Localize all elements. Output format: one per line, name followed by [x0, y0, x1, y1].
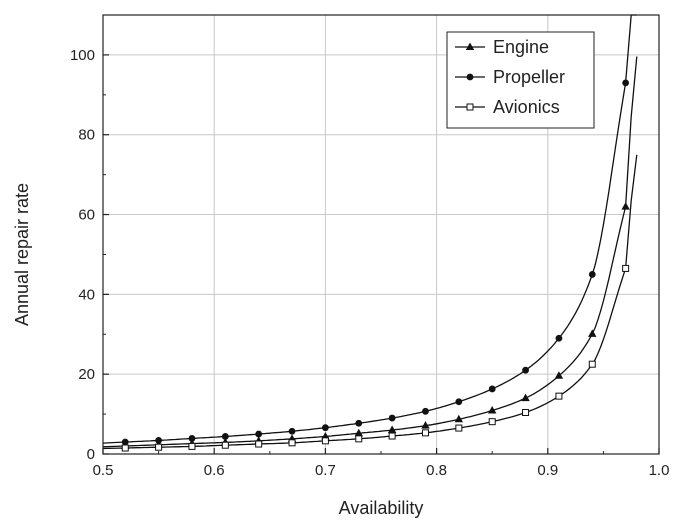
propeller-point: [388, 414, 396, 422]
propeller-point: [188, 435, 196, 442]
y-tick-label: 100: [70, 47, 95, 64]
propeller-point: [522, 366, 529, 374]
propeller-point: [221, 433, 229, 440]
x-tick-label: 0.7: [315, 462, 336, 479]
engine-point: [421, 421, 430, 429]
avionics-point: [255, 440, 263, 448]
y-tick-label: 20: [78, 366, 95, 383]
legend-propeller-marker: [466, 73, 474, 81]
x-tick-label: 0.6: [204, 462, 225, 479]
avionics-point: [188, 442, 196, 450]
propeller-point: [455, 398, 463, 406]
avionics-point: [421, 429, 429, 437]
engine-point: [554, 371, 564, 379]
propeller-point: [588, 271, 596, 278]
avionics-point: [622, 264, 630, 272]
x-tick-label: 0.8: [426, 462, 447, 479]
x-tick-label: 0.5: [93, 462, 114, 479]
series-curves: [102, 14, 638, 450]
engine-point: [454, 414, 464, 423]
engine-point: [588, 329, 597, 337]
propeller-point: [422, 407, 429, 415]
legend: Engine Propeller Avionics: [446, 31, 595, 129]
propeller-curve: [102, 14, 637, 444]
x-tick-label: 0.9: [537, 462, 558, 479]
avionics-curve: [102, 154, 638, 450]
engine-point: [521, 393, 530, 402]
engine-point: [488, 405, 497, 414]
series-markers: [121, 79, 630, 452]
propeller-point: [488, 385, 496, 393]
propeller-point: [255, 430, 263, 438]
avionics-point: [488, 418, 496, 426]
propeller-point: [322, 424, 329, 432]
axis-ticks: 0.5 0.6 0.7 0.8 0.9 1.0 0 20 40 60 80 100: [70, 47, 669, 479]
avionics-point: [355, 435, 363, 443]
legend-engine-marker: [465, 42, 475, 50]
avionics-point: [588, 360, 596, 368]
propeller-point: [555, 334, 563, 342]
avionics-point: [321, 437, 329, 445]
propeller-point: [121, 438, 129, 446]
legend-engine-label: Engine: [493, 37, 549, 57]
legend-avionics-marker: [466, 103, 474, 111]
engine-point: [354, 428, 363, 437]
avionics-point: [388, 432, 396, 440]
y-axis-title: Annual repair rate: [12, 183, 32, 326]
y-tick-label: 0: [87, 446, 95, 463]
avionics-point: [522, 408, 530, 416]
legend-propeller-label: Propeller: [493, 67, 565, 87]
x-axis-title: Availability: [339, 498, 424, 518]
propeller-point: [355, 419, 363, 427]
x-tick-label: 1.0: [649, 462, 670, 479]
avionics-point: [555, 392, 563, 400]
y-tick-label: 40: [78, 286, 95, 303]
y-tick-label: 80: [78, 127, 95, 144]
engine-curve: [102, 56, 638, 448]
engine-point: [621, 202, 630, 210]
propeller-point: [288, 427, 296, 435]
legend-avionics-label: Avionics: [493, 97, 560, 117]
avionics-point: [221, 441, 229, 449]
propeller-point: [155, 437, 163, 444]
avionics-point: [155, 443, 163, 451]
avionics-point: [455, 424, 463, 432]
engine-point: [387, 425, 397, 434]
propeller-point: [622, 79, 630, 87]
y-tick-label: 60: [78, 207, 95, 224]
avionics-point: [288, 439, 296, 447]
avionics-point: [121, 444, 129, 452]
